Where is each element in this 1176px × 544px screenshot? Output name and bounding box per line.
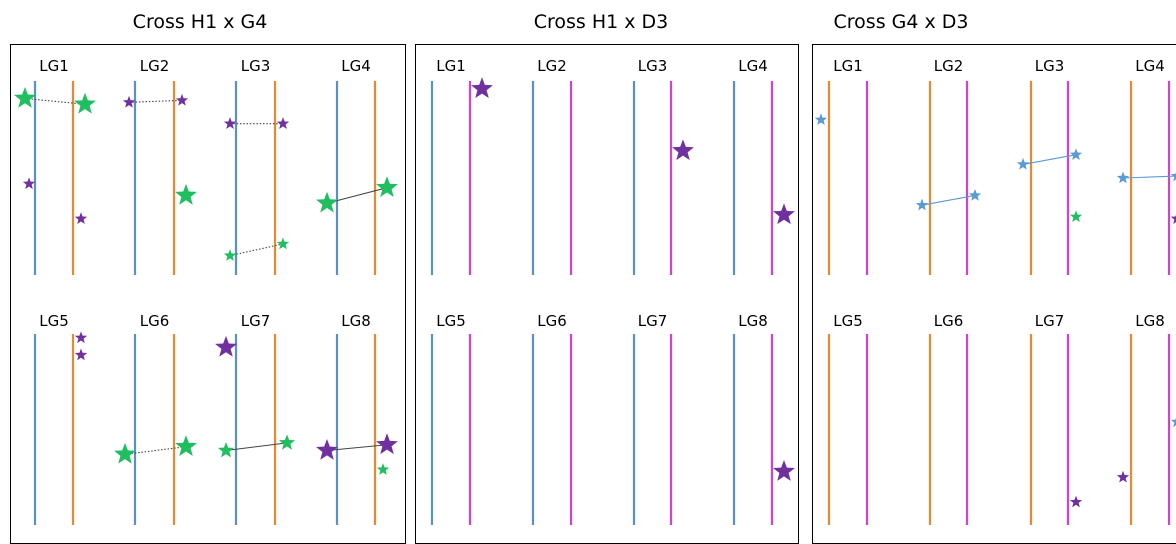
marker-link — [921, 194, 976, 206]
marker-star-icon — [1069, 495, 1083, 508]
marker-star-icon — [376, 433, 398, 455]
marker-link — [326, 187, 388, 204]
linkage-group-label: LG7 — [240, 312, 271, 330]
marker-star-icon — [316, 439, 338, 460]
marker-star-icon — [215, 335, 237, 357]
linkage-group-label: LG5 — [833, 312, 863, 330]
linkage-group-label: LG4 — [1135, 57, 1165, 75]
marker-link — [1022, 154, 1077, 165]
marker-star-icon — [773, 203, 795, 225]
linkage-group-label: LG6 — [139, 312, 170, 330]
linkage-map — [14, 77, 1176, 525]
linkage-group-label: LG5 — [39, 312, 69, 330]
panel-title-h1-g4: Cross H1 x G4 — [132, 11, 268, 33]
marker-star-icon — [223, 117, 237, 129]
linkage-group-label: LG7 — [637, 312, 668, 330]
linkage-group-label: LG2 — [933, 57, 964, 75]
marker-star-icon — [814, 113, 828, 126]
linkage-group-label: LG1 — [39, 57, 69, 75]
marker-star-icon — [217, 442, 235, 458]
marker-star-icon — [175, 435, 197, 456]
linkage-group-label: LG6 — [933, 312, 964, 330]
linkage-group-label: LG5 — [436, 312, 466, 330]
marker-star-icon — [1016, 157, 1030, 170]
linkage-group-label: LG1 — [833, 57, 863, 75]
marker-star-icon — [1116, 171, 1130, 184]
linkage-group-label: LG2 — [537, 57, 567, 75]
linkage-group-label: LG2 — [139, 57, 170, 75]
marker-star-icon — [376, 463, 390, 475]
marker-star-icon — [74, 348, 88, 361]
marker-star-icon — [278, 434, 296, 450]
linkage-group-label: LG8 — [341, 312, 371, 330]
linkage-group-label: LG3 — [637, 57, 668, 75]
linkage-group-label: LG3 — [1034, 57, 1065, 75]
marker-star-icon — [1170, 214, 1176, 224]
marker-star-icon — [14, 86, 36, 108]
linkage-group-label: LG8 — [1135, 312, 1165, 330]
marker-star-icon — [1170, 172, 1176, 182]
marker-star-icon — [114, 442, 136, 464]
linkage-group-label: LG1 — [436, 57, 466, 75]
marker-star-icon — [376, 176, 398, 197]
marker-star-icon — [223, 249, 237, 261]
linkage-group-label: LG4 — [738, 57, 768, 75]
marker-star-icon — [1116, 470, 1130, 483]
panel-title-g4-d3: Cross G4 x D3 — [833, 11, 969, 33]
linkage-group-label: LG3 — [240, 57, 271, 75]
marker-link — [225, 442, 288, 452]
marker-star-icon — [276, 237, 290, 250]
marker-link — [229, 243, 284, 257]
marker-star-icon — [968, 188, 982, 201]
marker-star-icon — [1069, 210, 1083, 223]
marker-star-icon — [773, 460, 795, 481]
marker-link — [1122, 175, 1176, 179]
marker-star-icon — [175, 183, 197, 205]
linkage-group-label: LG8 — [738, 312, 768, 330]
marker-star-icon — [74, 92, 96, 114]
marker-star-icon — [74, 212, 88, 224]
marker-link — [24, 97, 86, 105]
marker-star-icon — [1170, 418, 1176, 428]
marker-star-icon — [276, 117, 290, 129]
linkage-group-label: LG4 — [341, 57, 371, 75]
marker-star-icon — [1069, 148, 1083, 160]
marker-star-icon — [471, 77, 493, 99]
marker-star-icon — [915, 198, 929, 211]
panel-title-h1-d3: Cross H1 x D3 — [533, 11, 669, 33]
marker-link — [128, 99, 183, 103]
marker-link — [326, 444, 388, 452]
marker-star-icon — [22, 177, 36, 190]
marker-link — [124, 446, 187, 455]
marker-star-icon — [672, 139, 694, 161]
marker-star-icon — [122, 95, 136, 108]
marker-star-icon — [175, 93, 189, 106]
marker-star-icon — [316, 191, 338, 213]
linkage-group-label: LG7 — [1034, 312, 1065, 330]
linkage-group-label: LG6 — [537, 312, 567, 330]
marker-star-icon — [74, 331, 88, 344]
